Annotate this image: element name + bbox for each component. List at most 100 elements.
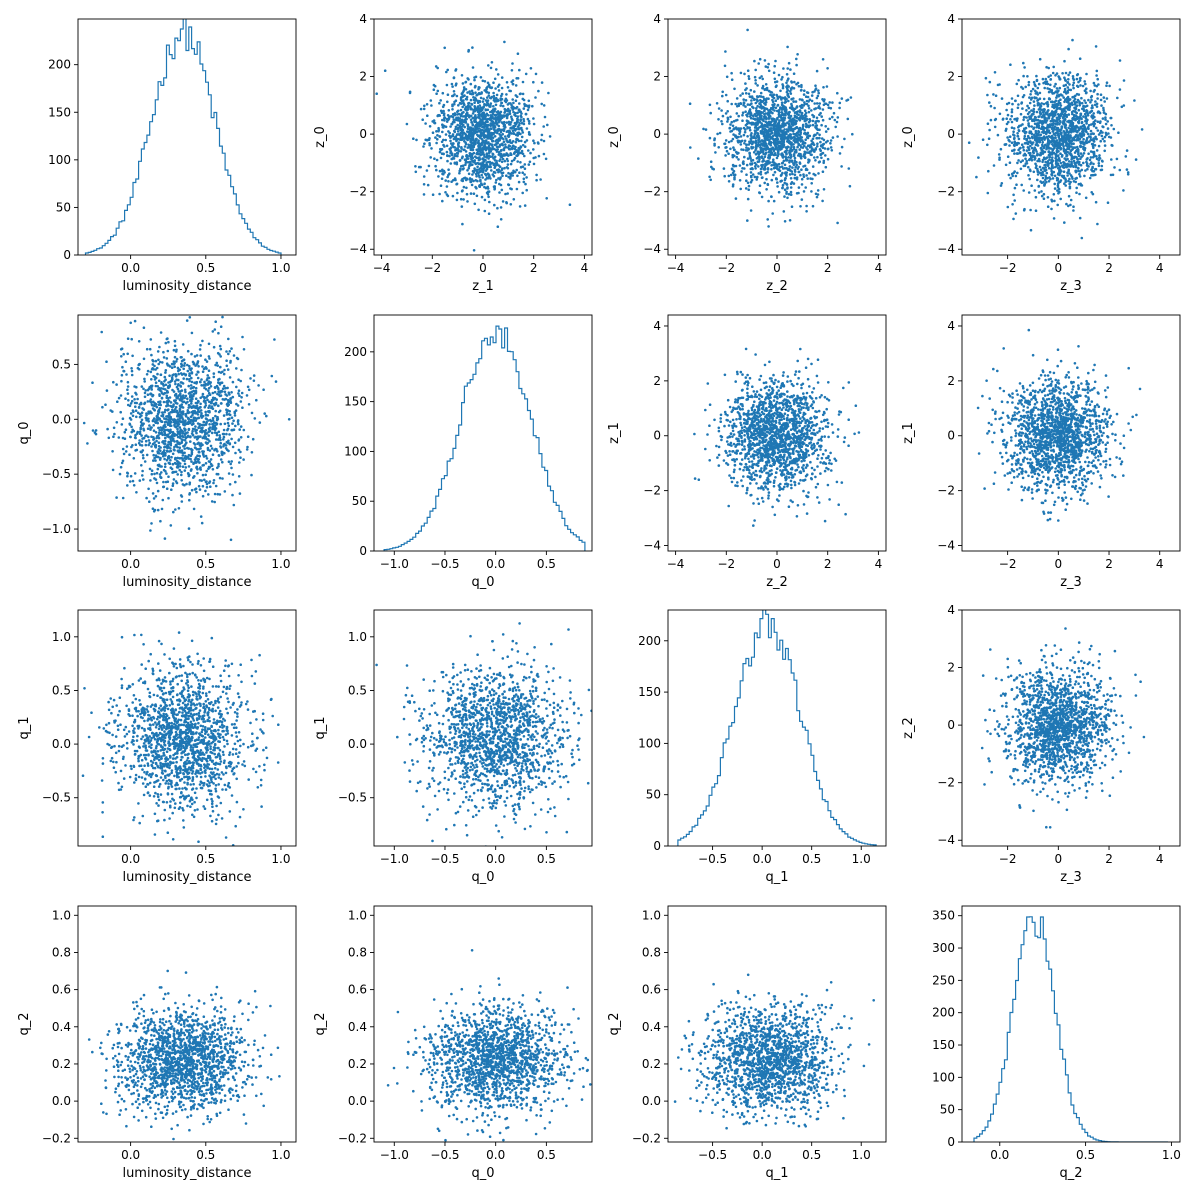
scatter-point [1095, 126, 1098, 130]
scatter-point [741, 119, 744, 122]
scatter-point [1079, 116, 1082, 120]
plot-area [375, 40, 572, 252]
scatter-point [1036, 132, 1040, 135]
scatter-point [1047, 109, 1050, 112]
scatter-point [739, 94, 742, 97]
scatter-point [1040, 108, 1044, 112]
scatter-point [744, 187, 748, 190]
scatter-point [1067, 73, 1070, 77]
scatter-point [465, 98, 469, 101]
scatter-point [464, 163, 467, 166]
scatter-point [1068, 106, 1071, 109]
scatter-point [1042, 156, 1046, 159]
scatter-point [999, 147, 1003, 151]
scatter-point [821, 199, 824, 203]
scatter-point [1068, 98, 1072, 101]
scatter-point [792, 100, 795, 103]
scatter-point [499, 176, 502, 179]
scatter-point [505, 121, 509, 124]
scatter-point [521, 165, 525, 168]
scatter-point [491, 146, 494, 150]
scatter-point [472, 249, 476, 252]
scatter-point [742, 126, 746, 130]
scatter-point [790, 129, 794, 132]
scatter-point [518, 102, 521, 105]
scatter-point [713, 142, 716, 146]
scatter-point [1055, 94, 1059, 97]
scatter-point [825, 85, 829, 88]
scatter-point [816, 155, 819, 159]
scatter-point [1062, 84, 1066, 87]
scatter-point [1075, 84, 1079, 88]
scatter-point [1066, 145, 1069, 148]
scatter-point [758, 184, 762, 187]
scatter-point [470, 148, 474, 151]
scatter-point [1063, 100, 1066, 104]
scatter-point [1034, 162, 1037, 166]
scatter-point [499, 104, 503, 107]
scatter-point [490, 61, 494, 64]
scatter-point [430, 104, 433, 107]
scatter-point [1073, 146, 1077, 149]
scatter-point [447, 109, 451, 112]
scatter-point [492, 117, 496, 120]
scatter-point [468, 90, 471, 93]
scatter-point [1027, 122, 1030, 125]
y-tick-label: 4 [359, 12, 367, 26]
scatter-point [505, 93, 508, 96]
scatter-point [826, 103, 830, 107]
scatter-point [470, 92, 474, 96]
scatter-point [766, 167, 770, 170]
scatter-point [1077, 120, 1080, 124]
scatter-point [1098, 154, 1101, 157]
scatter-point [848, 184, 852, 188]
scatter-point [1071, 38, 1074, 42]
scatter-point [1067, 204, 1070, 208]
scatter-point [485, 152, 489, 155]
scatter-point [1056, 91, 1059, 94]
scatter-point [967, 141, 971, 144]
scatter-point [1017, 159, 1020, 162]
scatter-point [1070, 136, 1073, 139]
scatter-point [1096, 222, 1099, 226]
scatter-point [463, 107, 467, 111]
scatter-point [512, 124, 515, 128]
scatter-point [1014, 212, 1018, 215]
scatter-point [169, 401, 173, 404]
scatter-point [455, 133, 459, 136]
scatter-point [484, 178, 487, 181]
scatter-point [491, 173, 495, 176]
scatter-point [816, 145, 819, 148]
scatter-point [745, 173, 748, 176]
scatter-point [738, 179, 742, 182]
scatter-point [1048, 135, 1052, 139]
scatter-point [1028, 110, 1031, 114]
scatter-point [500, 76, 504, 79]
scatter-point [1055, 123, 1059, 126]
scatter-point [1075, 92, 1079, 96]
scatter-point [1068, 134, 1071, 138]
scatter-point [482, 133, 486, 137]
scatter-point [445, 117, 449, 121]
scatter-point [802, 104, 806, 107]
scatter-point [1085, 109, 1089, 113]
scatter-point [250, 473, 253, 477]
scatter-point [1051, 71, 1055, 75]
scatter-point [1018, 147, 1021, 150]
scatter-point [754, 167, 757, 170]
scatter-point [1056, 126, 1060, 130]
scatter-point [476, 93, 480, 96]
scatter-point [511, 105, 515, 109]
scatter-point [522, 107, 526, 110]
scatter-point [1060, 126, 1064, 129]
scatter-point [1041, 120, 1044, 123]
scatter-point [480, 163, 483, 166]
scatter-point [499, 134, 503, 137]
scatter-point [475, 156, 478, 160]
scatter-point [1005, 127, 1008, 131]
scatter-point [826, 157, 830, 161]
scatter-point [769, 140, 772, 144]
scatter-point [1038, 91, 1042, 95]
scatter-point [822, 86, 825, 89]
scatter-point [479, 76, 483, 79]
